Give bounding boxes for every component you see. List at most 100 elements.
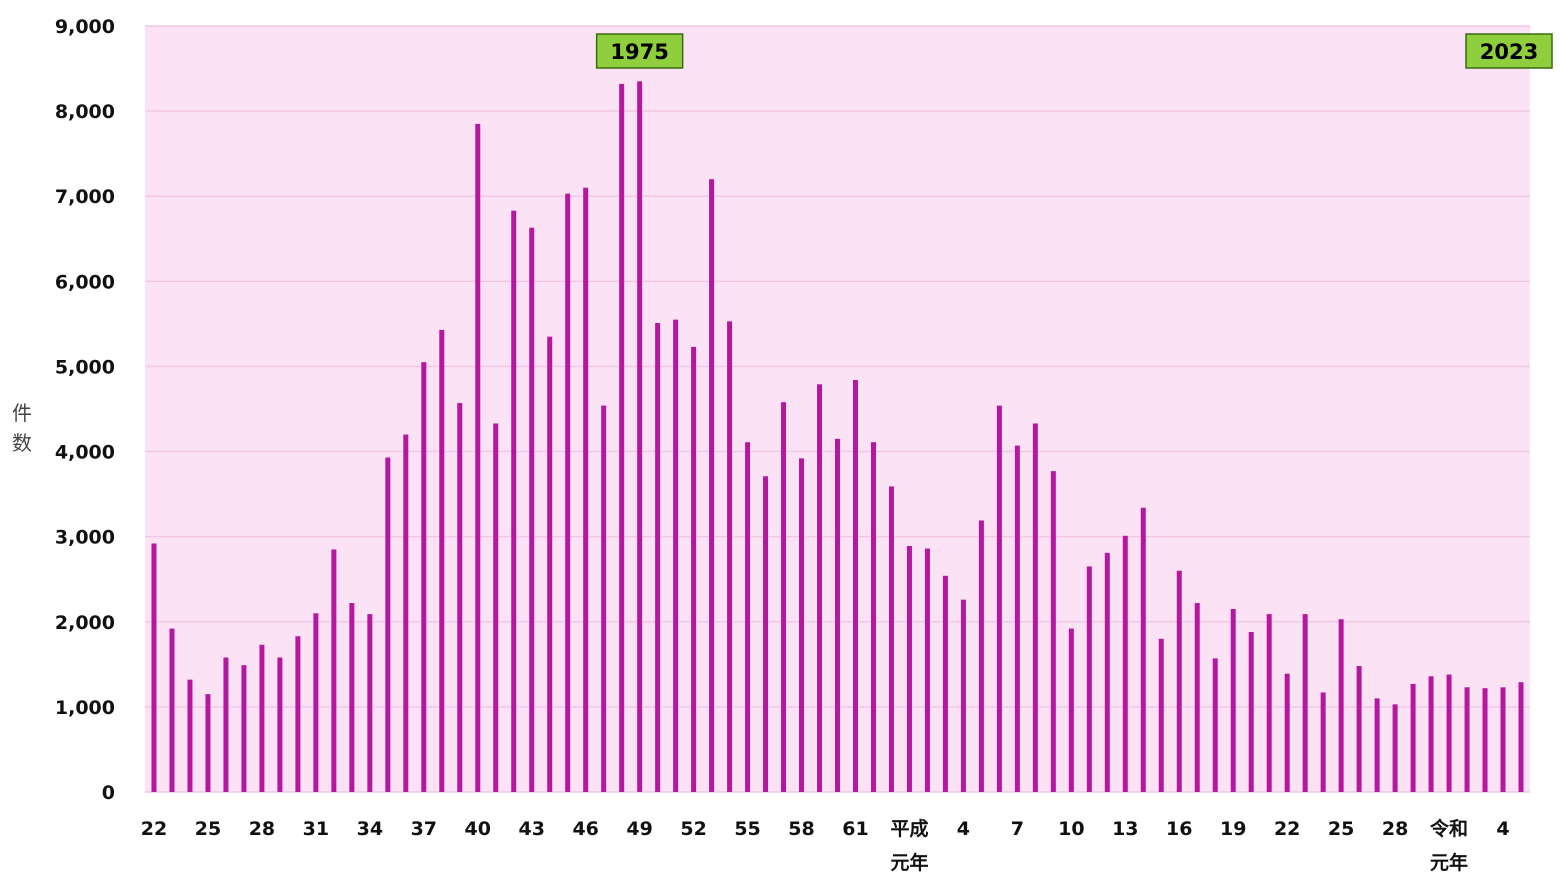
- bar: [439, 329, 445, 792]
- bar: [1482, 688, 1488, 792]
- bar: [673, 319, 679, 792]
- bar: [852, 380, 858, 792]
- bar: [475, 123, 481, 792]
- x-tick-label: 31: [303, 818, 329, 840]
- x-tick-label: 49: [626, 818, 652, 840]
- y-axis-label-char: 数: [12, 431, 32, 455]
- bar: [1014, 445, 1020, 792]
- y-tick-label: 1,000: [55, 697, 115, 719]
- y-axis-label: 件数: [12, 401, 32, 455]
- bar: [727, 321, 733, 792]
- y-tick-label: 7,000: [55, 186, 115, 208]
- x-tick-label: 43: [518, 818, 544, 840]
- bar: [547, 336, 553, 792]
- bar: [1248, 631, 1254, 792]
- bar: [906, 546, 912, 792]
- bar: [1176, 570, 1182, 792]
- y-tick-label: 8,000: [55, 101, 115, 123]
- bar: [978, 520, 984, 792]
- x-tick-label: 4: [1496, 818, 1509, 840]
- bar: [421, 362, 427, 792]
- bars: [151, 81, 1524, 793]
- x-tick-label: 令和: [1430, 817, 1468, 840]
- bar: [691, 346, 697, 792]
- x-tick-label: 19: [1220, 818, 1246, 840]
- y-tick-label: 3,000: [55, 527, 115, 549]
- x-tick-label: 22: [1274, 818, 1300, 840]
- bar: [457, 403, 463, 792]
- bar: [223, 657, 229, 792]
- bar: [1338, 619, 1344, 792]
- bar: [1518, 682, 1524, 792]
- x-tick-label: 25: [1328, 818, 1354, 840]
- bar: [151, 543, 157, 792]
- bar: [1284, 673, 1290, 792]
- bar: [655, 323, 661, 792]
- bar: [205, 694, 211, 792]
- bar: [835, 438, 840, 792]
- annotations: 1975 2023: [595, 33, 1553, 69]
- y-tick-label: 9,000: [55, 16, 115, 38]
- bar: [493, 423, 499, 792]
- x-tick-label: 25: [195, 818, 221, 840]
- bar: [349, 603, 355, 792]
- bar: [1158, 638, 1164, 792]
- bar: [960, 599, 966, 792]
- bar: [763, 476, 769, 792]
- x-tick-label: 40: [465, 818, 491, 840]
- bar: [1302, 614, 1308, 792]
- y-axis-label-char: 件: [12, 401, 32, 425]
- bar: [331, 549, 337, 792]
- bar: [1500, 687, 1506, 792]
- x-tick-label: 元年: [1430, 851, 1468, 874]
- bar: [403, 434, 409, 792]
- bar: [1122, 535, 1128, 792]
- bar: [529, 227, 535, 793]
- bar: [295, 636, 301, 792]
- bar: [601, 405, 607, 792]
- bar: [241, 665, 247, 792]
- bar: [924, 548, 930, 792]
- bar: [187, 679, 193, 792]
- bar: [1050, 471, 1056, 792]
- x-tick-label: 平成: [890, 817, 928, 840]
- bar: [888, 486, 894, 792]
- x-tick-label: 46: [572, 818, 598, 840]
- x-tick-label: 22: [141, 818, 167, 840]
- bar: [1212, 658, 1218, 792]
- bar: [1104, 552, 1110, 792]
- x-tick-label: 元年: [890, 851, 928, 874]
- annotation-box: [595, 33, 684, 69]
- bar: [277, 657, 283, 792]
- bar: [1356, 666, 1362, 792]
- x-tick-label: 37: [411, 818, 437, 840]
- annotation-label: 1975: [610, 40, 668, 64]
- bar: [313, 613, 319, 792]
- bar: [1464, 687, 1470, 792]
- x-tick-label: 55: [734, 818, 760, 840]
- y-tick-label: 5,000: [55, 356, 115, 378]
- bar: [942, 575, 948, 792]
- bar: [1320, 692, 1326, 792]
- bar: [1194, 603, 1200, 792]
- bar: [1428, 676, 1434, 792]
- annotation-box: [1465, 33, 1553, 69]
- annotation-label: 2023: [1480, 40, 1538, 64]
- bar: [745, 442, 751, 792]
- x-tick-label: 58: [788, 818, 814, 840]
- x-tick-label: 34: [357, 818, 383, 840]
- x-tick-label: 7: [1011, 818, 1024, 840]
- x-tick-label: 28: [1382, 818, 1408, 840]
- x-tick-label: 16: [1166, 818, 1192, 840]
- y-tick-label: 2,000: [55, 612, 115, 634]
- bar: [1266, 614, 1272, 792]
- bar: [817, 384, 823, 792]
- bar: [1374, 698, 1380, 792]
- y-tick-label: 0: [102, 782, 115, 804]
- x-tick-label: 52: [680, 818, 706, 840]
- x-tick-label: 10: [1058, 818, 1084, 840]
- x-tick-label: 28: [249, 818, 275, 840]
- bar: [169, 628, 175, 792]
